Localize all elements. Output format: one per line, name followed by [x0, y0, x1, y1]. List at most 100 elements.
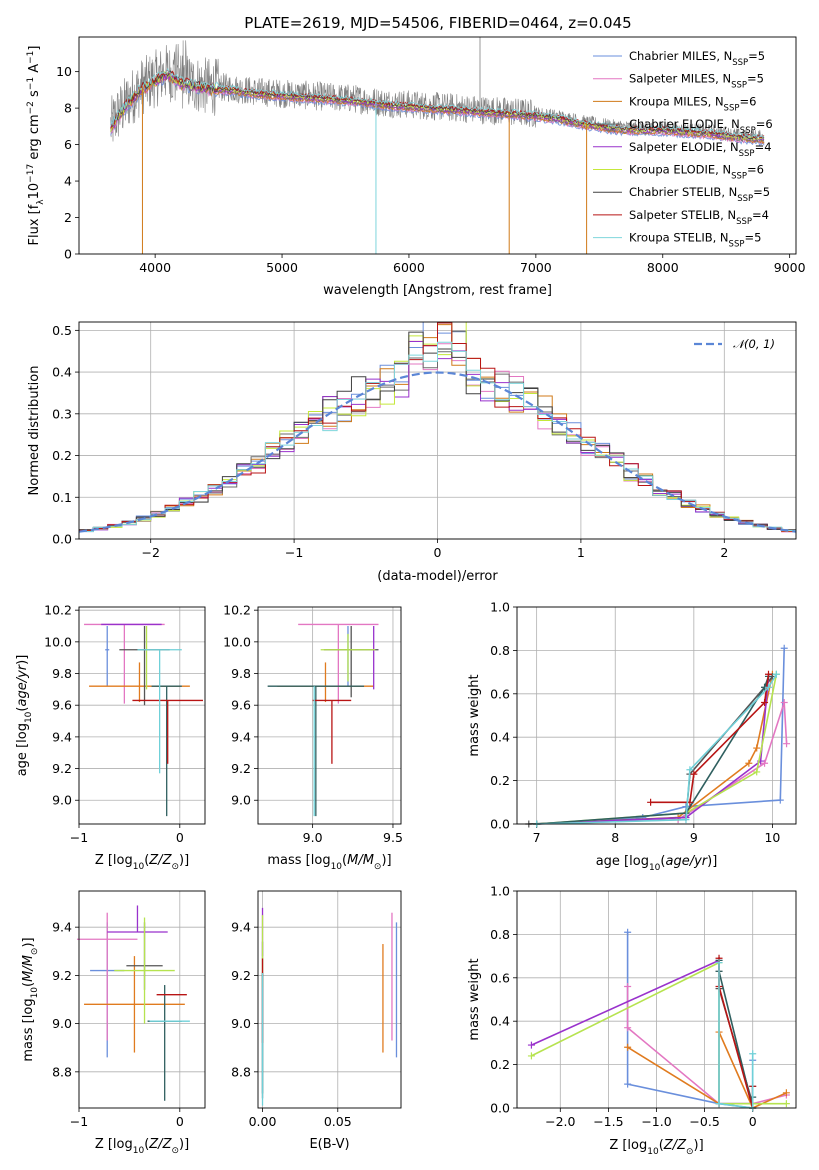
weight-marker — [624, 1024, 632, 1032]
y-tick-label: 9.2 — [52, 761, 72, 776]
y-tick-label: 9.0 — [52, 1016, 72, 1031]
y-tick-label: 1.0 — [490, 884, 510, 899]
weight-marker — [715, 959, 723, 967]
weight-marker — [764, 670, 772, 678]
y-tick-label: 9.8 — [231, 666, 251, 681]
y-tick-label: 0.8 — [490, 927, 510, 942]
mass-weight-vs-age-lines — [525, 644, 791, 828]
x-tick-label: −1 — [285, 545, 303, 560]
histogram-ylabel: Normed distribution — [27, 366, 42, 496]
y-tick-label: 9.2 — [52, 968, 72, 983]
figure-title: PLATE=2619, MJD=54506, FIBERID=0464, z=0… — [244, 14, 631, 32]
x-tick-label: 8 — [611, 830, 619, 845]
mass-weight-vs-age-axes: 7 8 9 10 0.0 0.2 0.4 0.6 0.8 1.0 — [490, 600, 796, 845]
weight-marker — [782, 1100, 790, 1108]
x-tick-label: −2.0 — [545, 1114, 575, 1129]
weight-marker — [776, 796, 784, 804]
x-tick-label: 9.0 — [303, 830, 323, 845]
y-tick-label: 0.6 — [490, 970, 510, 985]
mass-weight-vs-age-xlabel: age [log10(age/yr)] — [596, 854, 718, 873]
y-tick-label: 0 — [64, 247, 72, 262]
y-tick-label: 6 — [64, 137, 72, 152]
x-tick-label: 10 — [764, 830, 780, 845]
legend-entry: Salpeter STELIB, NSSP=4 — [629, 208, 769, 227]
y-tick-label: 0.3 — [52, 406, 72, 421]
x-tick-label: −1 — [70, 830, 88, 845]
mass-vs-EBV-xlabel: E(B-V) — [309, 1137, 349, 1152]
mass-vs-EBV-points — [261, 907, 398, 1106]
legend-entry: Kroupa ELODIE, NSSP=6 — [629, 163, 764, 182]
x-tick-label: 9.5 — [383, 830, 403, 845]
y-tick-label: 9.4 — [52, 920, 72, 935]
mass-vs-EBV-axes: 0.00 0.05 8.8 9.0 9.2 9.4 — [231, 891, 401, 1129]
y-tick-label: 0.2 — [490, 1057, 510, 1072]
y-tick-label: 10.0 — [44, 634, 72, 649]
y-tick-label: 4 — [64, 174, 72, 189]
model-spectrum-8 — [110, 67, 765, 139]
weight-marker — [624, 1080, 632, 1088]
weight-marker — [686, 766, 694, 774]
x-tick-label: −1.5 — [593, 1114, 623, 1129]
y-tick-label: 8 — [64, 101, 72, 116]
weight-marker — [761, 759, 769, 767]
y-tick-label: 9.2 — [231, 968, 251, 983]
legend-entry: Salpeter ELODIE, NSSP=4 — [629, 140, 772, 159]
mass-vs-Z-ylabel: mass [log10(M/M⊙)] — [21, 937, 40, 1061]
y-tick-label: 10.2 — [44, 603, 72, 618]
y-tick-label: 8.8 — [231, 1064, 251, 1079]
weight-marker — [745, 759, 753, 767]
residual-histogram-axes: −2 −1 0 1 2 0.0 0.1 0.2 0.3 0.4 0.5 — [52, 322, 796, 560]
legend-entry: Salpeter MILES, NSSP=5 — [629, 72, 764, 91]
age-vs-Z-ylabel: age [log10(age/yr)] — [15, 655, 34, 777]
weight-marker — [782, 1089, 790, 1097]
age-vs-Z-frame — [78, 606, 206, 825]
y-tick-label: 1.0 — [490, 600, 510, 615]
y-tick-label: 9.8 — [52, 666, 72, 681]
mass-vs-Z-frame — [78, 890, 206, 1109]
x-tick-label: 7000 — [520, 260, 552, 275]
y-tick-label: 10.0 — [223, 634, 251, 649]
weight-marker — [682, 816, 690, 824]
y-tick-label: 9.2 — [231, 761, 251, 776]
y-tick-label: 8.8 — [52, 1064, 72, 1079]
weight-marker — [624, 928, 632, 936]
x-tick-label: 8000 — [647, 260, 679, 275]
mass-vs-Z-points — [76, 905, 190, 1101]
weight-marker — [527, 1052, 535, 1060]
x-tick-label: 0.00 — [249, 1114, 277, 1129]
x-tick-label: 1 — [577, 545, 585, 560]
mass-vs-Z-xlabel: Z [log10(Z/Z⊙)] — [95, 1137, 189, 1156]
y-tick-label: 0.1 — [52, 490, 72, 505]
spectrum-axes: 4000 5000 6000 7000 8000 9000 0 2 4 6 8 10 — [56, 64, 806, 275]
weight-marker — [647, 798, 655, 806]
y-tick-label: 9.0 — [52, 793, 72, 808]
mass-weight-vs-Z-ylabel: mass weight — [467, 958, 482, 1040]
y-tick-label: 0.6 — [490, 686, 510, 701]
spectrum-ylabel: Flux [fλ10−17 erg cm−2 s−1 A−1] — [26, 46, 46, 246]
mass-weight-vs-age-frame — [516, 606, 797, 825]
x-tick-label: −2 — [141, 545, 159, 560]
weight-marker — [715, 1100, 723, 1108]
legend-entry: Kroupa MILES, NSSP=6 — [629, 94, 756, 113]
y-tick-label: 9.4 — [52, 729, 72, 744]
age-vs-Z-points — [84, 623, 203, 817]
model-spectrum-5 — [110, 71, 765, 142]
weight-marker — [624, 1043, 632, 1051]
age-vs-Z-xlabel: Z [log10(Z/Z⊙)] — [95, 853, 189, 872]
weight-marker — [624, 982, 632, 990]
legend-entry: Chabrier ELODIE, NSSP=6 — [629, 117, 773, 136]
y-tick-label: 0.0 — [52, 532, 72, 547]
x-tick-label: 0 — [434, 545, 442, 560]
histograms — [79, 322, 796, 534]
y-tick-label: 0.2 — [52, 448, 72, 463]
age-vs-mass-axes: 9.0 9.5 9.0 9.2 9.4 9.6 9.8 10.0 10.2 — [223, 603, 403, 845]
mass-weight-vs-Z-frame — [516, 890, 797, 1109]
y-tick-label: 0.5 — [52, 323, 72, 338]
weight-marker — [780, 644, 788, 652]
weight-marker — [753, 744, 761, 752]
weight-marker — [749, 1050, 757, 1058]
y-tick-label: 10 — [56, 64, 72, 79]
spectrum-frame — [78, 36, 797, 255]
spectrum-lines — [110, 37, 765, 254]
